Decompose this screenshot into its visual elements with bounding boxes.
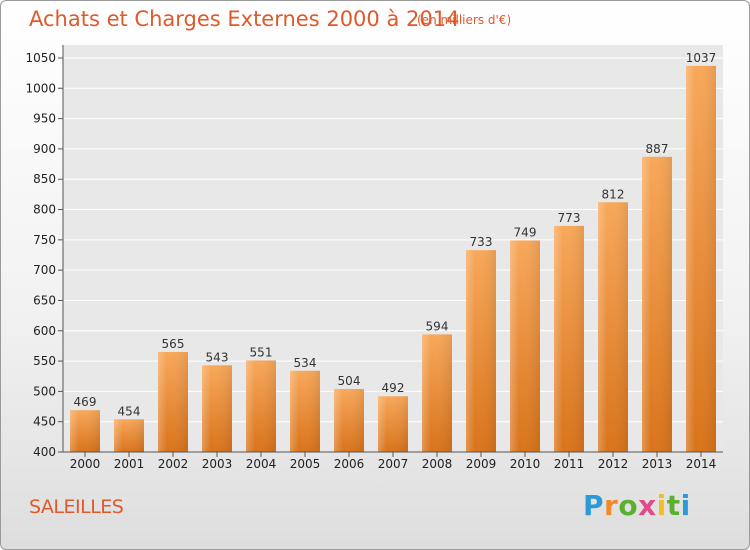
y-tick-label: 750	[33, 233, 56, 247]
bar-shading	[290, 370, 320, 452]
data-label: 594	[426, 319, 449, 333]
x-tick-label: 2004	[246, 457, 277, 471]
data-label: 534	[294, 356, 317, 370]
y-tick-label: 550	[33, 354, 56, 368]
y-tick-label: 450	[33, 415, 56, 429]
x-tick-label: 2007	[378, 457, 409, 471]
x-tick-label: 2010	[510, 457, 541, 471]
bar-shading	[202, 365, 232, 452]
bar-shading	[598, 202, 628, 452]
x-tick-label: 2003	[202, 457, 233, 471]
logo-letter: t	[666, 489, 681, 522]
bar-shading	[334, 388, 364, 452]
data-label: 551	[250, 345, 273, 359]
y-tick-label: 400	[33, 445, 56, 459]
data-label: 812	[602, 187, 625, 201]
y-tick-label: 950	[33, 112, 56, 126]
x-tick-label: 2011	[554, 457, 585, 471]
x-tick-label: 2005	[290, 457, 321, 471]
data-label: 887	[646, 142, 669, 156]
data-label: 565	[162, 337, 185, 351]
data-label: 1037	[686, 51, 717, 65]
logo-letter: x	[638, 489, 657, 522]
data-label: 749	[514, 225, 537, 239]
logo-letter: i	[656, 489, 667, 522]
data-label: 773	[558, 211, 581, 225]
x-tick-label: 2014	[686, 457, 717, 471]
bar-shading	[642, 156, 672, 452]
y-tick-label: 1000	[25, 81, 56, 95]
x-tick-label: 2000	[70, 457, 101, 471]
x-tick-label: 2009	[466, 457, 497, 471]
y-tick-label: 850	[33, 172, 56, 186]
data-label: 469	[74, 395, 97, 409]
x-tick-label: 2012	[598, 457, 629, 471]
bar-shading	[686, 65, 716, 452]
logo-letter: i	[680, 489, 691, 522]
logo-letter: r	[604, 489, 619, 522]
bar-shading	[466, 250, 496, 452]
data-label: 454	[118, 404, 141, 418]
y-tick-label: 900	[33, 142, 56, 156]
bar-shading	[378, 396, 408, 452]
x-tick-label: 2008	[422, 457, 453, 471]
y-tick-label: 500	[33, 384, 56, 398]
bar-shading	[422, 334, 452, 452]
y-tick-label: 1050	[25, 51, 56, 65]
data-label: 492	[382, 381, 405, 395]
x-tick-label: 2002	[158, 457, 189, 471]
bar-shading	[510, 240, 540, 452]
y-tick-label: 600	[33, 324, 56, 338]
bar-shading	[554, 225, 584, 452]
bar-shading	[246, 360, 276, 452]
logo-letter: o	[618, 489, 639, 522]
logo-letter: P	[583, 489, 605, 522]
bar-shading	[158, 351, 188, 452]
data-label: 543	[206, 350, 229, 364]
bar-shading	[70, 410, 100, 452]
chart-subtitle: (en milliers d'€)	[417, 13, 512, 27]
x-tick-label: 2006	[334, 457, 365, 471]
data-label: 733	[470, 235, 493, 249]
y-tick-label: 700	[33, 263, 56, 277]
y-tick-label: 800	[33, 203, 56, 217]
bar-shading	[114, 419, 144, 452]
proxiti-logo: Proxiti	[583, 489, 691, 522]
location-label: SALEILLES	[29, 496, 124, 518]
x-tick-label: 2013	[642, 457, 673, 471]
y-tick-label: 650	[33, 293, 56, 307]
data-label: 504	[338, 374, 361, 388]
chart-title: Achats et Charges Externes 2000 à 2014	[29, 7, 460, 31]
x-tick-label: 2001	[114, 457, 145, 471]
